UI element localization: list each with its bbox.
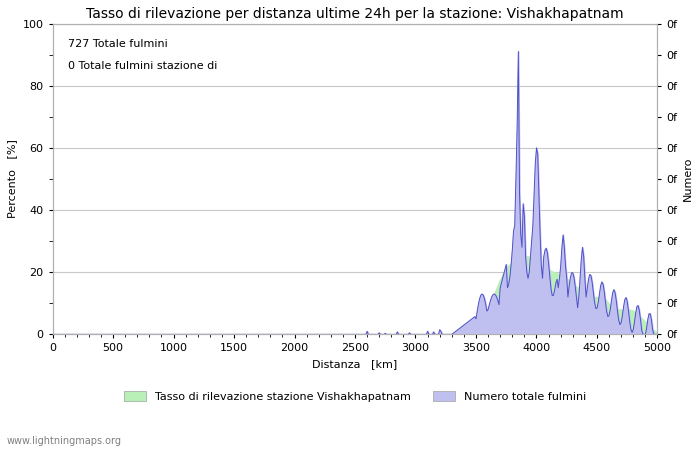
Y-axis label: Percento   [%]: Percento [%] bbox=[7, 140, 17, 218]
X-axis label: Distanza   [km]: Distanza [km] bbox=[312, 359, 398, 369]
Text: www.lightningmaps.org: www.lightningmaps.org bbox=[7, 436, 122, 446]
Title: Tasso di rilevazione per distanza ultime 24h per la stazione: Vishakhapatnam: Tasso di rilevazione per distanza ultime… bbox=[86, 7, 624, 21]
Text: 727 Totale fulmini: 727 Totale fulmini bbox=[68, 39, 167, 49]
Y-axis label: Numero: Numero bbox=[683, 157, 693, 201]
Legend: Tasso di rilevazione stazione Vishakhapatnam, Numero totale fulmini: Tasso di rilevazione stazione Vishakhapa… bbox=[119, 387, 591, 406]
Text: 0 Totale fulmini stazione di: 0 Totale fulmini stazione di bbox=[68, 61, 217, 71]
